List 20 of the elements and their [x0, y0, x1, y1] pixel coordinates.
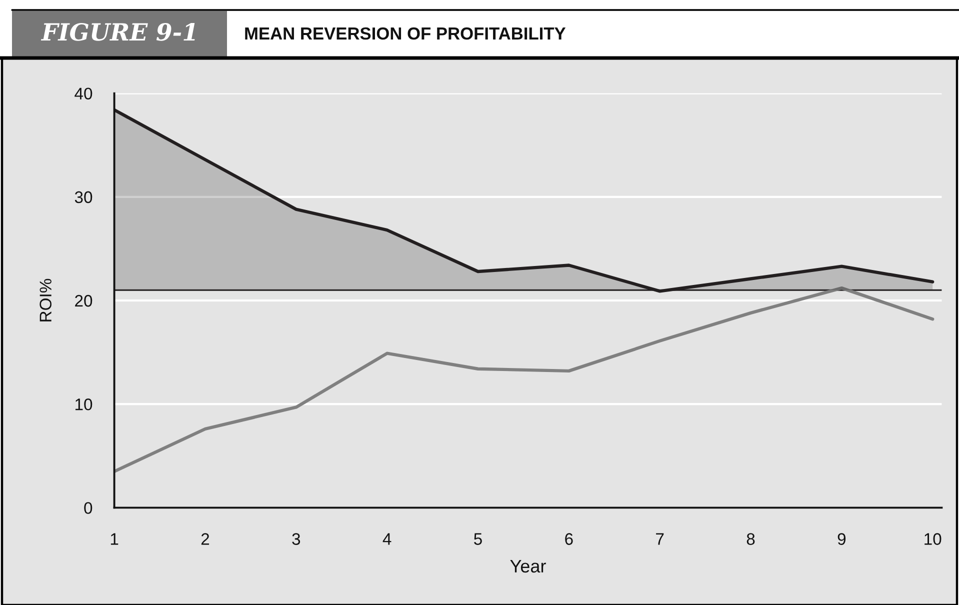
caption: FIGURE 9-1 — [40, 22, 195, 41]
y-tick-label: 40 — [74, 88, 92, 100]
line-series — [114, 286, 934, 474]
x-tick-label: 2 — [201, 533, 210, 545]
x-tick-label: 1 — [110, 533, 118, 545]
y-axis-title: ROI% — [40, 278, 52, 322]
x-tick-label: 3 — [292, 533, 300, 545]
x-tick-label: 8 — [746, 533, 755, 545]
x-tick-label: 6 — [565, 533, 573, 545]
x-tick-label: 4 — [382, 533, 392, 545]
y-tick-label: 0 — [84, 502, 92, 514]
y-tick-label: 10 — [76, 398, 92, 410]
x-tick-label: 10 — [924, 533, 942, 545]
y-tick-label: 20 — [75, 294, 92, 307]
x-tick-label: 7 — [656, 533, 664, 545]
chart-title: MEAN REVERSION OF PROFITABILITY — [245, 27, 566, 40]
x-axis-title: Year — [510, 560, 546, 573]
x-tick-label: 9 — [838, 533, 846, 545]
y-tick-label: 30 — [74, 191, 92, 204]
x-tick-label: 5 — [474, 533, 482, 545]
